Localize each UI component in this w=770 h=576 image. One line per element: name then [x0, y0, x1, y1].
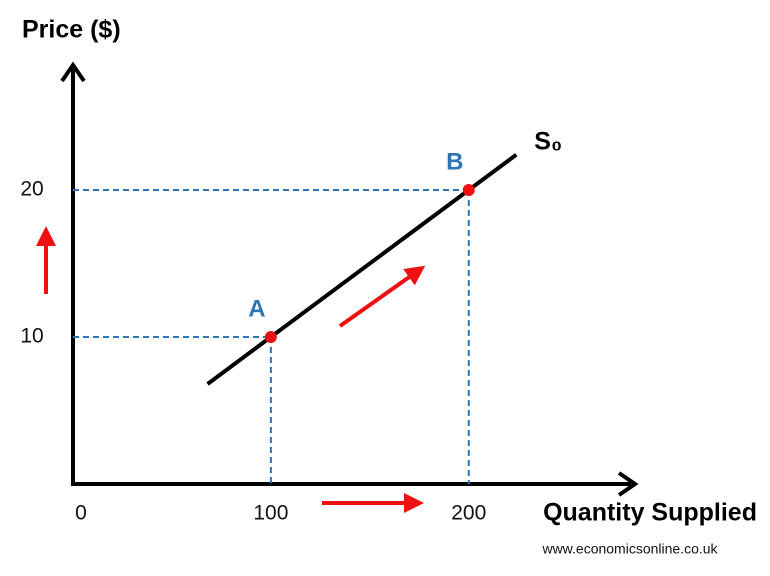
point-label: A [248, 295, 265, 322]
x-tick-label: 0 [75, 502, 87, 525]
point [264, 330, 277, 343]
y-tick-label: 10 [20, 325, 43, 348]
source: www.economicsonline.co.uk [541, 541, 718, 557]
x-tick-label: 200 [451, 502, 486, 525]
series-label: S₀ [534, 127, 562, 155]
y-tick-label: 20 [20, 178, 43, 201]
x-axis-title: Quantity Supplied [543, 499, 757, 527]
x-tick-label: 100 [253, 502, 288, 525]
movement-arrow [338, 265, 426, 328]
y-axis-title: Price ($) [22, 16, 121, 44]
point [462, 183, 475, 196]
y-axis-arrowhead [60, 61, 86, 83]
point-label: B [446, 148, 463, 175]
x-axis-arrowhead [617, 471, 639, 497]
